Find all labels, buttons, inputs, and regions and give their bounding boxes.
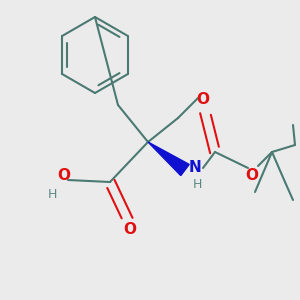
- Text: N: N: [189, 160, 201, 175]
- Text: O: O: [245, 169, 259, 184]
- Polygon shape: [148, 142, 189, 176]
- Text: O: O: [124, 223, 136, 238]
- Text: O: O: [196, 92, 209, 107]
- Text: O: O: [58, 169, 70, 184]
- Text: H: H: [192, 178, 202, 190]
- Text: H: H: [47, 188, 57, 200]
